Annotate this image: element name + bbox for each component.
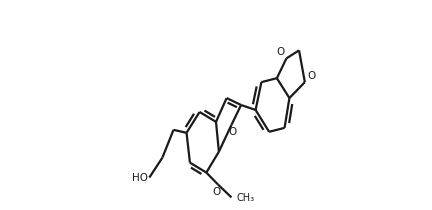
Text: HO: HO bbox=[132, 173, 148, 182]
Text: CH₃: CH₃ bbox=[237, 193, 255, 203]
Text: O: O bbox=[276, 47, 285, 57]
Text: O: O bbox=[307, 71, 315, 81]
Text: O: O bbox=[213, 186, 221, 197]
Text: O: O bbox=[229, 127, 237, 137]
